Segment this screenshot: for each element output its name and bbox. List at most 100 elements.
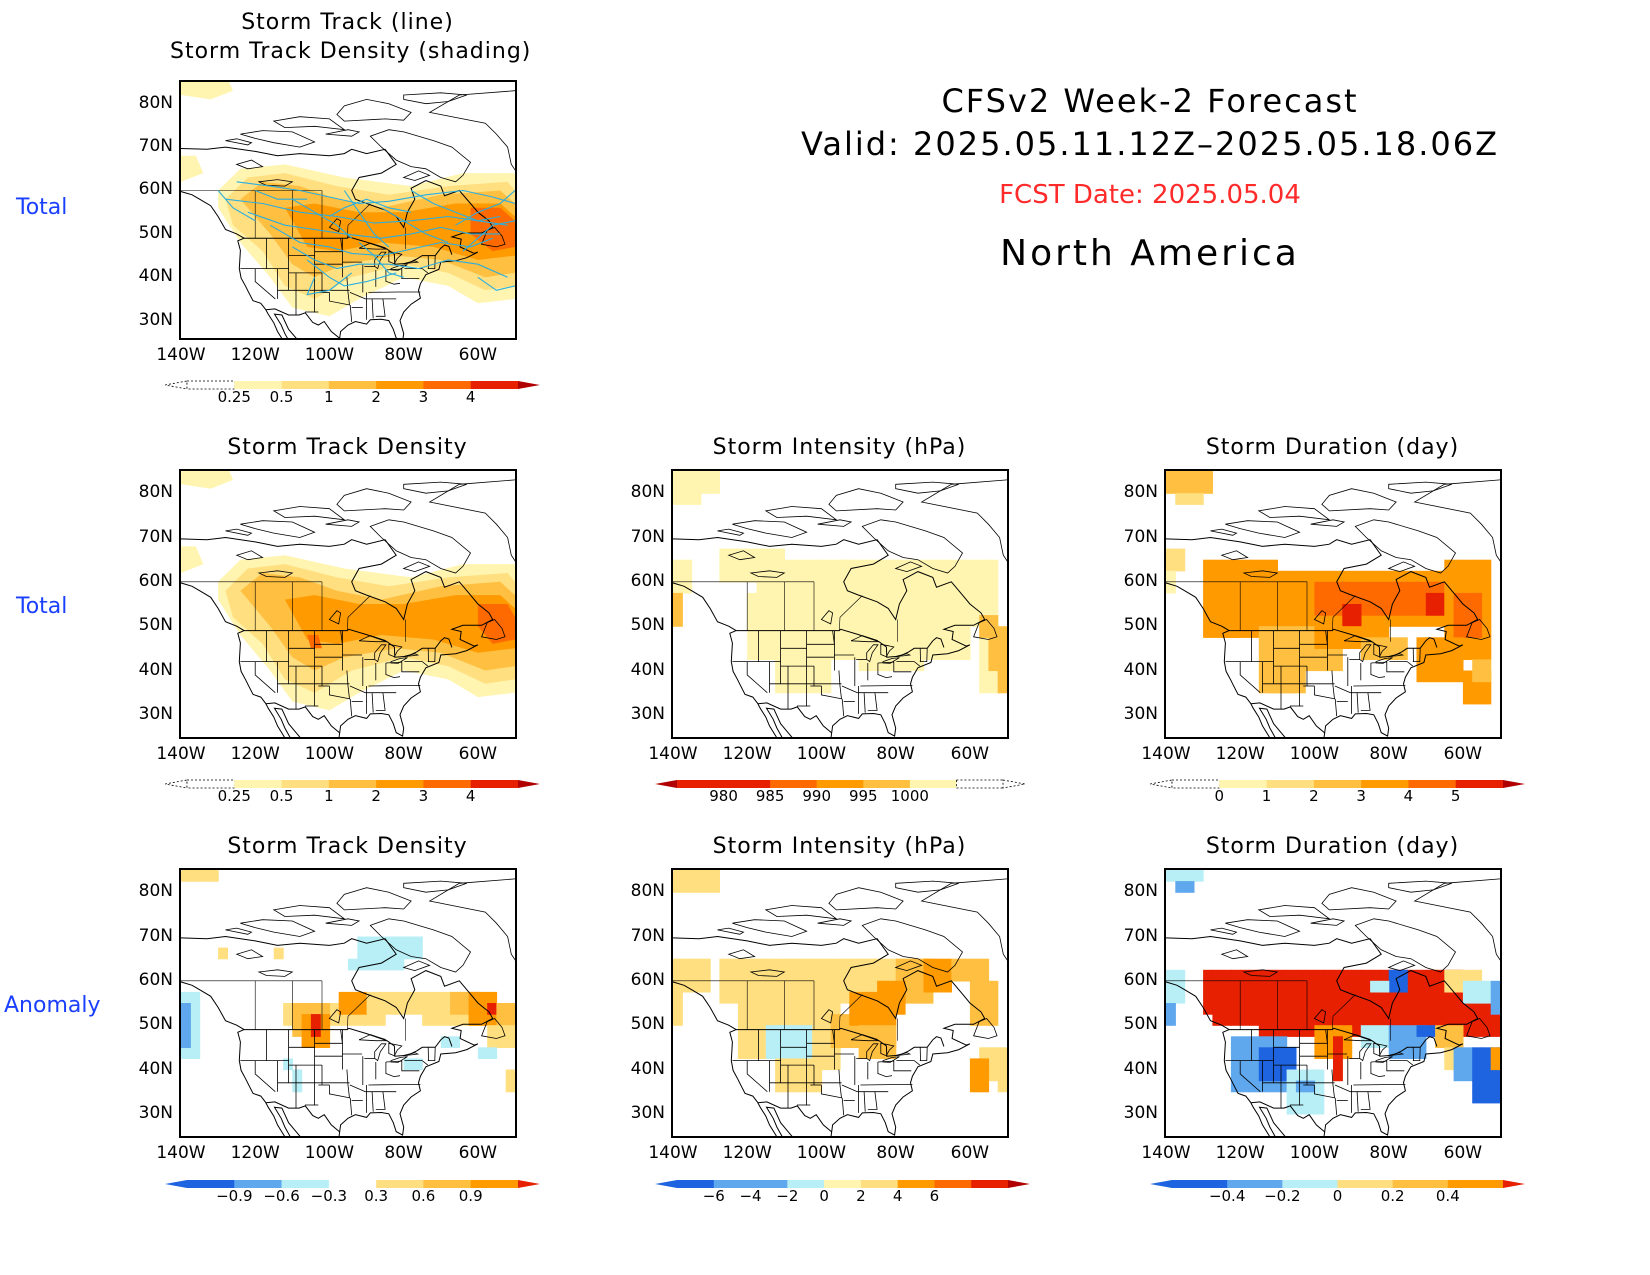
grid-cell (877, 659, 887, 672)
colorbar-label: 0 (1332, 1187, 1343, 1205)
grid-cell (1407, 592, 1418, 605)
grid-cell (784, 604, 795, 616)
grid-cell (1444, 637, 1455, 649)
us-mexico-border (757, 702, 833, 734)
grid-cell (1379, 626, 1390, 638)
grid-cell (812, 559, 823, 572)
grid-cell (858, 648, 869, 660)
grid-cell (775, 592, 785, 605)
grid-cell (784, 969, 795, 982)
grid-cell (673, 881, 683, 893)
grid-cell (477, 991, 488, 1004)
grid-cell (988, 1003, 999, 1015)
grid-cell (867, 604, 878, 616)
grid-cell (1323, 1036, 1334, 1048)
grid-cell (1230, 604, 1241, 616)
grid-cell (747, 592, 758, 605)
grid-cell (775, 969, 785, 982)
arctic-island-outline (272, 905, 346, 920)
grid-cell (793, 969, 804, 982)
grid-cell (682, 969, 693, 982)
grid-cell (923, 592, 934, 605)
grid-cell (1305, 1080, 1316, 1093)
grid-cell (375, 936, 386, 949)
grid-cell (1323, 1047, 1334, 1059)
grid-cell (904, 570, 915, 583)
grid-cell (1193, 870, 1204, 882)
grid-cell (775, 1014, 785, 1026)
grid-cell (1360, 592, 1371, 605)
lon-tick-label: 140W (1141, 744, 1191, 764)
grid-cell (821, 980, 832, 993)
grid-cell (1295, 670, 1306, 683)
grid-cell (1166, 980, 1176, 993)
grid-cell (1472, 670, 1483, 683)
grid-cell (1370, 991, 1380, 1004)
grid-cell (1481, 626, 1492, 638)
grid-cell (1212, 559, 1223, 572)
grid-cell (932, 626, 943, 638)
grid-cell (1203, 991, 1213, 1004)
lat-tick-label: 50N (138, 1014, 173, 1035)
grid-cell (840, 604, 850, 616)
state-border (254, 1060, 276, 1092)
grid-cell (923, 615, 934, 627)
grid-cell (840, 1014, 850, 1026)
grid-cell (1314, 637, 1325, 649)
grid-cell (710, 870, 720, 882)
colorbar-segment (934, 1180, 972, 1188)
grid-cell (1268, 681, 1278, 694)
colorbar-label: 0.25 (217, 787, 251, 805)
grid-cell (181, 1047, 191, 1059)
grid-cell (960, 969, 971, 982)
grid-cell (1268, 626, 1278, 638)
arctic-island-outline (325, 129, 361, 137)
colorbar-segment (897, 1180, 935, 1188)
grid-cell (1305, 592, 1316, 605)
grid-cell (1203, 604, 1213, 616)
grid-cell (1258, 1003, 1269, 1015)
grid-cell (1230, 991, 1241, 1004)
state-border (919, 648, 928, 662)
grid-cell (1203, 581, 1213, 594)
grid-cell (1230, 1080, 1241, 1093)
colorbar-segment (1337, 1180, 1394, 1188)
grid-cell (849, 615, 860, 627)
grid-cell (1314, 659, 1325, 672)
grid-cell (812, 659, 823, 672)
state-border (919, 1047, 928, 1061)
grid-cell (719, 991, 730, 1004)
grid-cell (1490, 991, 1500, 1004)
state-border (746, 1060, 768, 1092)
grid-cell (1249, 1003, 1260, 1015)
grid-cell (422, 991, 433, 1004)
grid-cell (849, 570, 860, 583)
grid-cell (812, 991, 823, 1004)
grid-cell (1286, 1025, 1297, 1037)
state-border (867, 692, 878, 711)
grid-cell (793, 1025, 804, 1037)
colorbar-label: 980 (709, 787, 738, 805)
lake-outline (749, 969, 786, 977)
grid-cell (775, 648, 785, 660)
grid-cell (1221, 581, 1232, 594)
grid-cell (1444, 648, 1455, 660)
grid-cell (1286, 1047, 1297, 1059)
grid-cell (830, 581, 841, 594)
grid-cell (830, 1025, 841, 1037)
arctic-island-outline (240, 919, 316, 937)
grid-cell (1286, 659, 1297, 672)
pan7-map-svg (1166, 870, 1500, 1136)
grid-cell (1249, 1069, 1260, 1082)
colorbar-segment (956, 779, 1004, 789)
grid-cell (775, 681, 785, 694)
grid-cell (1212, 1014, 1223, 1026)
grid-cell (1453, 659, 1464, 672)
state-border (385, 1073, 401, 1078)
colorbar-label: 0 (819, 1187, 829, 1205)
grid-cell (1286, 969, 1297, 982)
grid-cell (700, 958, 711, 971)
grid-cell (979, 958, 990, 971)
valid-period: Valid: 2025.05.11.12Z–2025.05.18.06Z (800, 125, 1500, 163)
grid-cell (821, 648, 832, 660)
